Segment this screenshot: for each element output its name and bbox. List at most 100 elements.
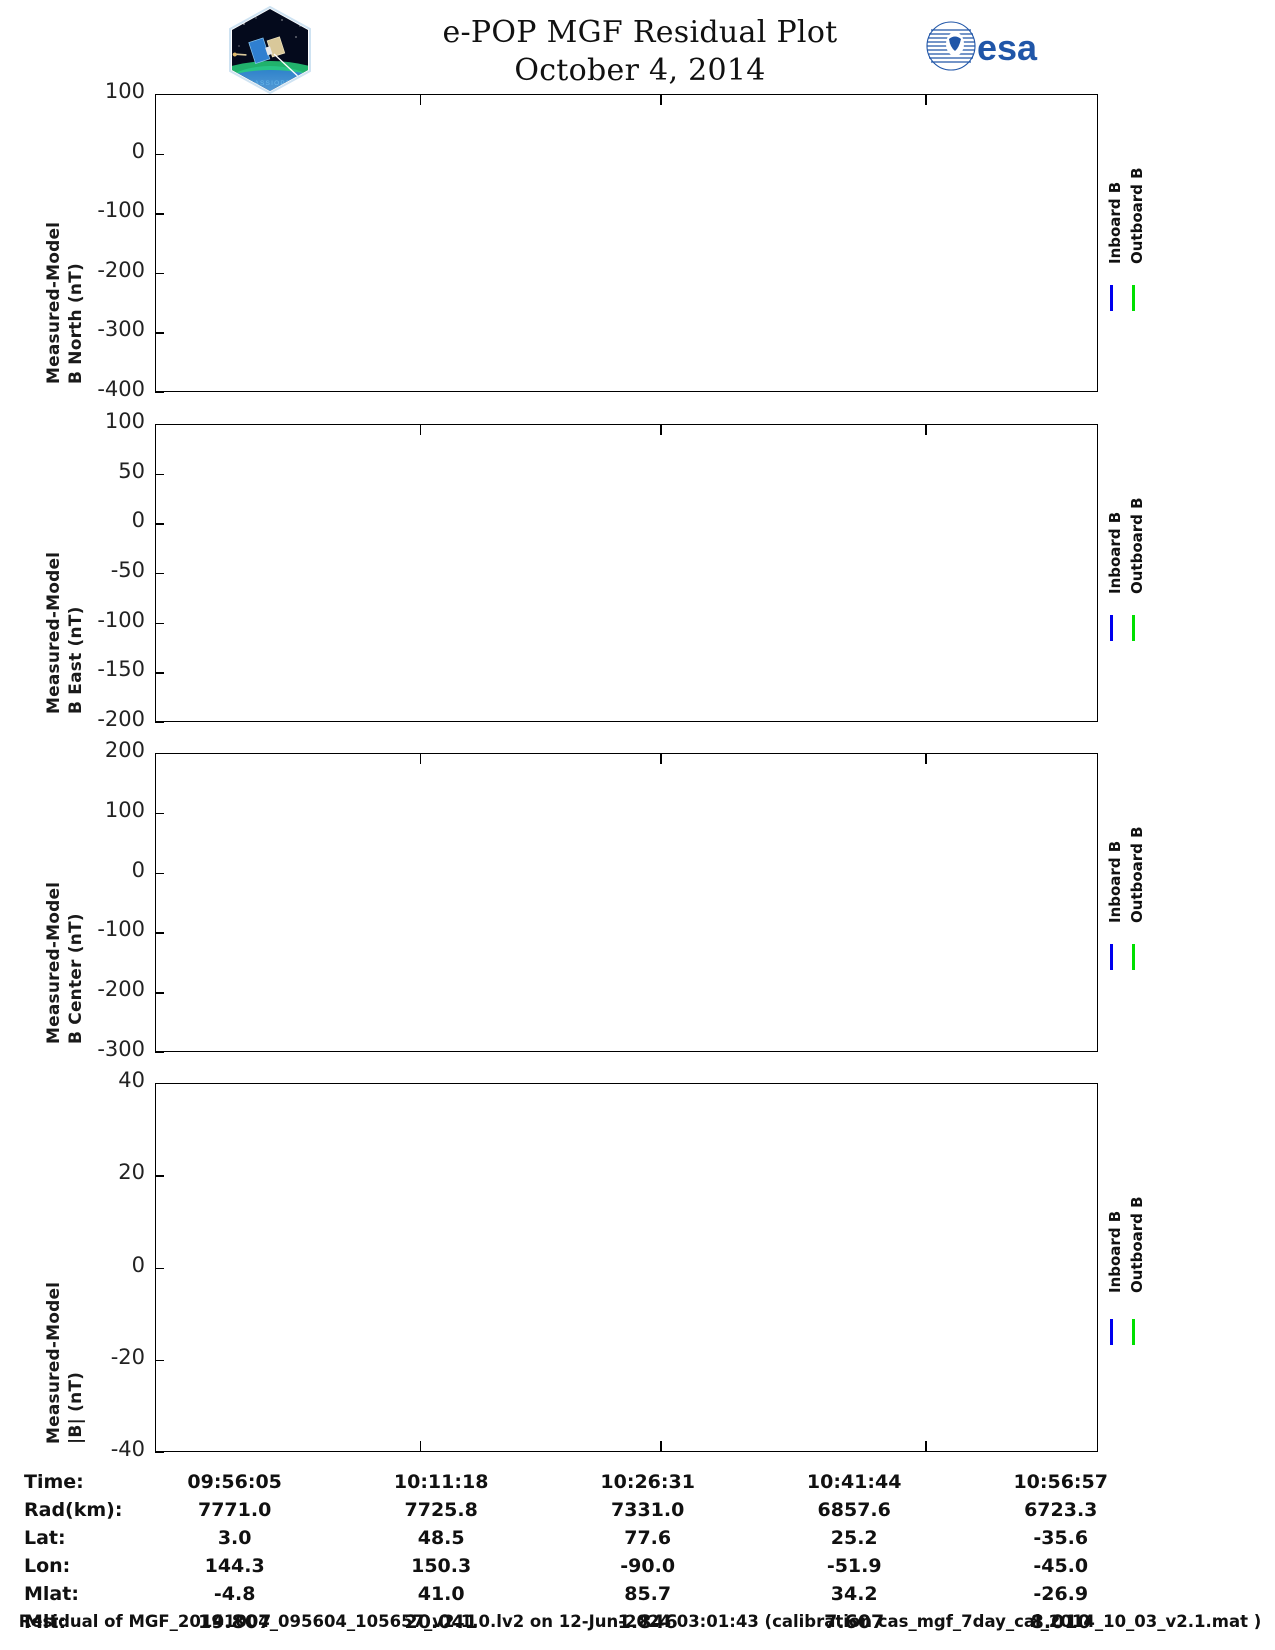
y-axis-label: Measured-Model: [44, 551, 64, 714]
y-axis-tick-mark: [155, 392, 164, 394]
table-cell: 85.7: [624, 1583, 672, 1605]
y-axis-tick-mark: [155, 992, 164, 994]
table-cell: 10:41:44: [806, 1471, 902, 1493]
table-cell: 3.0: [217, 1527, 252, 1549]
footer-caption: Residual of MGF_20141004_095604_105657_v…: [18, 1612, 1262, 1631]
y-axis-tick-mark: [155, 213, 164, 215]
plot-panel-b-center: [155, 753, 1098, 1052]
table-row: Mlat: -4.8 41.0 85.7 34.2 -26.9: [24, 1580, 1164, 1608]
x-axis-tick-mark: [420, 424, 422, 435]
y-axis-tick-mark: [155, 573, 164, 575]
y-axis-tick-mark: [155, 1452, 164, 1454]
y-axis-tick-label: 100: [104, 409, 145, 433]
legend-swatch: [1132, 1319, 1135, 1346]
legend-swatch: [1110, 614, 1113, 641]
legend-b-north: Inboard B Outboard B: [1106, 145, 1176, 354]
table-cell: 19.807: [197, 1611, 272, 1633]
y-axis-tick-mark: [155, 672, 164, 674]
table-row-label: Rad(km):: [24, 1499, 123, 1521]
x-axis-tick-mark: [925, 94, 927, 105]
table-cell: 6857.6: [817, 1499, 891, 1521]
table-cell: 7771.0: [197, 1499, 272, 1521]
y-axis-tick-label: 0: [131, 508, 145, 533]
esa-logo-icon: esa: [925, 20, 1045, 72]
y-axis-tick-mark: [155, 1083, 164, 1085]
legend-b-center: Inboard B Outboard B: [1106, 804, 1176, 1013]
y-axis-label: B East (nT): [66, 606, 86, 714]
table-cell: 6723.3: [1024, 1499, 1098, 1521]
y-axis-tick-label: -400: [97, 377, 145, 401]
y-axis-tick-mark: [155, 272, 164, 275]
y-axis-tick-mark: [155, 812, 164, 815]
table-cell: 7.607: [824, 1611, 885, 1633]
x-axis-tick-mark: [420, 94, 422, 105]
panel-frame-b-east: [155, 424, 1098, 722]
y-axis-tick-label: -20: [110, 1344, 145, 1369]
y-axis-tick-label: 0: [131, 857, 145, 882]
y-axis-tick-label: 0: [131, 1252, 145, 1277]
table-cell: 10:11:18: [393, 1471, 489, 1493]
y-axis-tick-label: -200: [97, 707, 145, 731]
y-axis-tick-mark: [155, 1267, 164, 1269]
y-axis-tick-label: -100: [97, 917, 145, 942]
table-cell: 144.3: [204, 1555, 265, 1577]
y-axis-tick-label: 50: [118, 458, 145, 483]
table-cell: 48.5: [417, 1527, 465, 1549]
legend-label: Outboard B: [1128, 1196, 1146, 1294]
table-cell: 150.3: [411, 1555, 472, 1577]
y-axis-tick-mark: [155, 722, 164, 724]
table-cell: -90.0: [620, 1555, 676, 1577]
table-row: Time: 09:56:05 10:11:18 10:26:31 10:41:44 10:…: [24, 1468, 1164, 1496]
table-row: Rad(km): 7771.0 7725.8 7331.0 6857.6 6723.3: [24, 1496, 1164, 1524]
x-axis-tick-mark: [925, 424, 927, 435]
table-cell: -4.8: [213, 1583, 256, 1605]
y-axis-tick-label: -100: [97, 198, 145, 223]
x-axis-tick-mark: [660, 753, 662, 764]
y-axis-tick-mark: [155, 1175, 164, 1177]
panel-frame-b-magnitude: [155, 1083, 1098, 1452]
y-axis-label: Measured-Model: [44, 221, 64, 384]
y-axis-label: |B| (nT): [66, 1371, 86, 1444]
x-axis-tick-mark: [660, 424, 662, 435]
table-row: Lat: 3.0 48.5 77.6 25.2 -35.6: [24, 1524, 1164, 1552]
y-axis-tick-label: -200: [97, 977, 145, 1002]
y-axis-label: B North (nT): [66, 263, 86, 384]
y-axis-tick-label: -50: [110, 558, 145, 582]
y-axis-tick-label: 100: [104, 797, 145, 822]
cassiope-mission-logo-icon: CASSIOPE: [222, 4, 318, 96]
plot-panel-b-east: [155, 424, 1098, 722]
y-axis-tick-label: -100: [97, 607, 145, 632]
legend-swatch: [1110, 284, 1113, 311]
y-axis-tick-mark: [155, 153, 164, 155]
panel-frame-b-north: [155, 94, 1098, 392]
legend-b-magnitude: Inboard B Outboard B: [1106, 1146, 1176, 1404]
table-cell: 1.846: [617, 1611, 678, 1633]
table-row-label: Lat:: [24, 1527, 66, 1549]
legend-swatch: [1132, 614, 1135, 641]
table-row-label: Mlt:: [24, 1611, 67, 1633]
table-cell: 10:26:31: [600, 1471, 695, 1493]
x-axis-tick-mark: [925, 1441, 927, 1452]
svg-text:CASSIOPE: CASSIOPE: [249, 80, 292, 87]
table-cell: -51.9: [826, 1555, 882, 1577]
y-axis-tick-mark: [155, 332, 164, 334]
y-axis-tick-label: -150: [97, 657, 145, 682]
x-axis-tick-mark: [660, 94, 662, 105]
y-axis-tick-mark: [155, 424, 164, 426]
table-cell: 25.2: [830, 1527, 878, 1549]
y-axis-label: Measured-Model: [44, 1281, 64, 1444]
table-cell: 09:56:05: [187, 1471, 282, 1493]
table-cell: -26.9: [1033, 1583, 1089, 1605]
table-cell: 10:56:57: [1013, 1471, 1108, 1493]
legend-label: Outboard B: [1128, 167, 1146, 264]
x-axis-tick-mark: [925, 753, 927, 764]
table-cell: 8.010: [1030, 1611, 1091, 1633]
x-axis-tick-mark: [660, 1441, 662, 1452]
table-row-label: Lon:: [24, 1555, 71, 1577]
table-row-label: Time:: [24, 1471, 84, 1493]
table-cell: -45.0: [1033, 1555, 1089, 1577]
y-axis-tick-mark: [155, 473, 164, 476]
y-axis-tick-label: -300: [97, 1037, 145, 1061]
table-cell: 7331.0: [611, 1499, 685, 1521]
